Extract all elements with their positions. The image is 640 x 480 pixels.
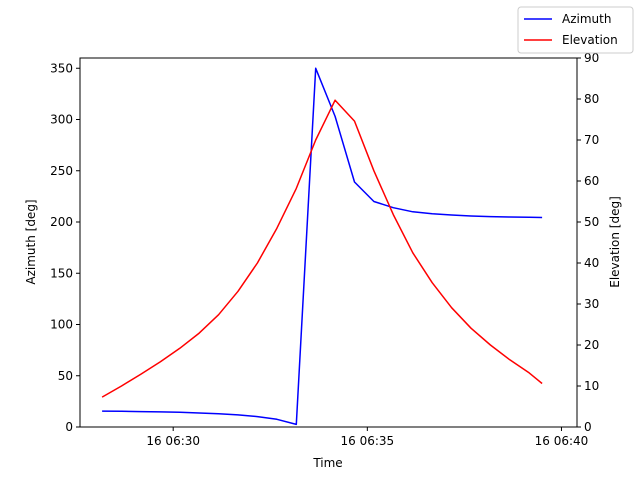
legend: Azimuth Elevation bbox=[517, 6, 634, 54]
y-left-tick-label: 50 bbox=[58, 369, 73, 383]
y-left-tick-label: 300 bbox=[50, 113, 73, 127]
y-axis-left-label: Azimuth [deg] bbox=[24, 199, 38, 284]
x-tick-label: 16 06:35 bbox=[340, 434, 394, 448]
x-tick-label: 16 06:30 bbox=[146, 434, 200, 448]
y-axis-right-label: Elevation [deg] bbox=[608, 196, 622, 288]
y-left-tick-label: 250 bbox=[50, 164, 73, 178]
y-left-tick-label: 100 bbox=[50, 318, 73, 332]
y-right-tick-label: 60 bbox=[584, 174, 599, 188]
y-right-tick-label: 20 bbox=[584, 338, 599, 352]
x-tick-label: 16 06:40 bbox=[535, 434, 589, 448]
y-left-tick-label: 0 bbox=[65, 420, 73, 434]
y-right-tick-label: 10 bbox=[584, 379, 599, 393]
legend-label-elevation: Elevation bbox=[562, 33, 618, 47]
y-axis-left: 0 50 100 150 200 250 300 350 bbox=[50, 61, 80, 434]
x-axis: 16 06:30 16 06:35 16 06:40 bbox=[146, 427, 588, 448]
y-left-tick-label: 150 bbox=[50, 266, 73, 280]
y-right-tick-label: 90 bbox=[584, 51, 599, 65]
y-right-tick-label: 30 bbox=[584, 297, 599, 311]
y-right-tick-label: 70 bbox=[584, 133, 599, 147]
y-right-tick-label: 40 bbox=[584, 256, 599, 270]
y-right-tick-label: 0 bbox=[584, 420, 592, 434]
series-line-azimuth bbox=[102, 67, 543, 426]
y-right-tick-label: 50 bbox=[584, 215, 599, 229]
y-left-tick-label: 350 bbox=[50, 61, 73, 75]
y-left-tick-label: 200 bbox=[50, 215, 73, 229]
plot-lines bbox=[101, 67, 543, 426]
legend-label-azimuth: Azimuth bbox=[562, 12, 611, 26]
y-right-tick-label: 80 bbox=[584, 92, 599, 106]
series-line-elevation bbox=[101, 99, 543, 398]
plot-frame bbox=[79, 57, 578, 428]
y-axis-right: 0 10 20 30 40 50 60 70 80 90 bbox=[577, 51, 599, 434]
x-axis-label: Time bbox=[312, 456, 342, 470]
